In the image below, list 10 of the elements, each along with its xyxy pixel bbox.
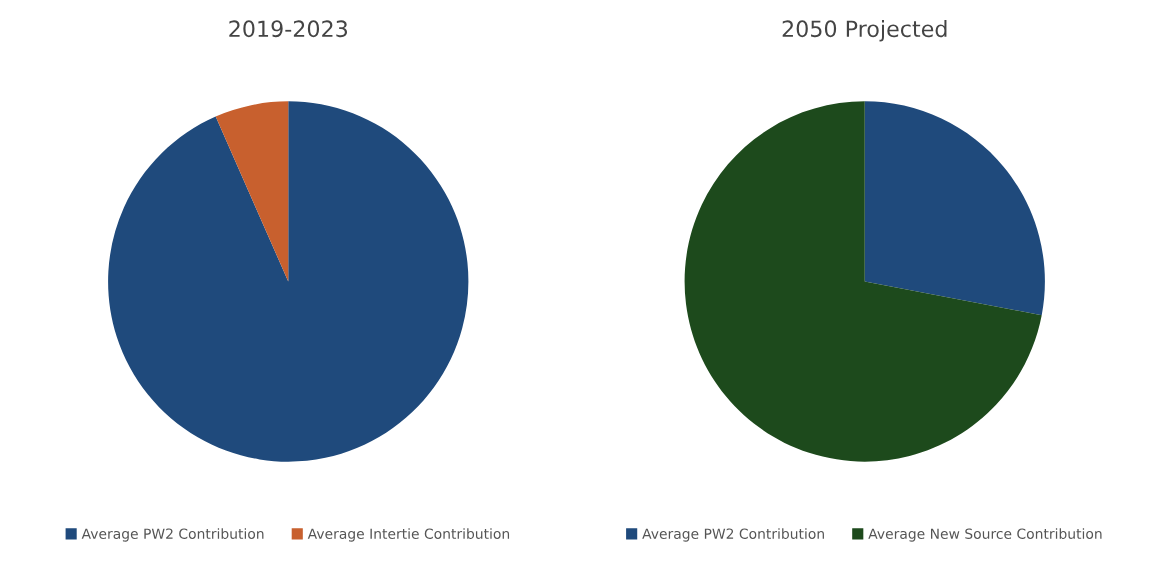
pie-slice [108,101,469,462]
legend-label: Average PW2 Contribution [81,528,264,542]
legend-label: Average Intertie Contribution [307,528,510,542]
pie-slice [215,101,289,282]
chart-title: 2050 Projected [782,19,947,42]
legend-label: Average New Source Contribution [868,528,1102,542]
pie-slice [864,101,1045,316]
pie-slice [684,101,1042,462]
chart-title: 2019-2023 [229,20,348,38]
legend-label: Average PW2 Contribution [642,528,824,542]
